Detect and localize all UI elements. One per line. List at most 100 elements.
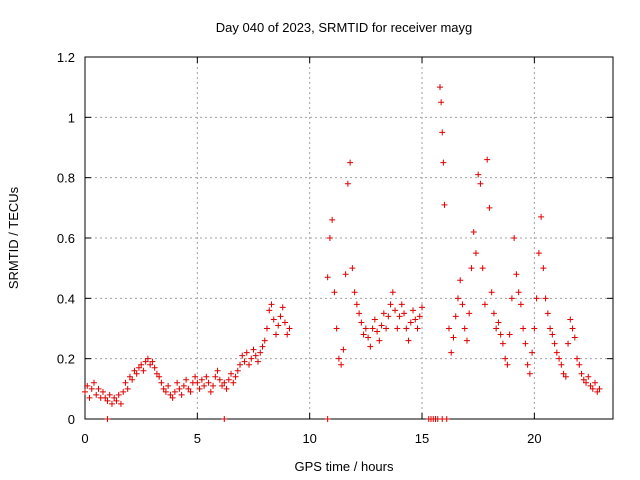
data-point bbox=[594, 388, 601, 395]
data-point-zero bbox=[443, 416, 450, 422]
data-point bbox=[344, 180, 351, 187]
data-point bbox=[212, 373, 219, 380]
data-point bbox=[187, 388, 194, 395]
data-point bbox=[461, 325, 468, 332]
data-point bbox=[219, 382, 226, 389]
data-point bbox=[544, 310, 551, 317]
data-point bbox=[477, 180, 484, 187]
data-point bbox=[259, 343, 266, 350]
data-point bbox=[585, 373, 592, 380]
data-point bbox=[484, 156, 491, 163]
data-point bbox=[174, 379, 181, 386]
data-point bbox=[529, 349, 536, 356]
data-point bbox=[531, 325, 538, 332]
data-point bbox=[587, 382, 594, 389]
data-point bbox=[232, 373, 239, 380]
data-point-zero bbox=[104, 416, 111, 422]
data-point bbox=[385, 313, 392, 320]
data-point bbox=[358, 319, 365, 326]
data-point bbox=[438, 99, 445, 106]
data-point bbox=[104, 397, 111, 404]
data-point bbox=[185, 385, 192, 392]
data-point bbox=[165, 382, 172, 389]
data-point bbox=[441, 201, 448, 208]
data-point bbox=[126, 373, 133, 380]
data-point bbox=[230, 379, 237, 386]
data-point bbox=[158, 379, 165, 386]
data-point bbox=[394, 325, 401, 332]
data-point bbox=[576, 361, 583, 368]
data-point bbox=[117, 400, 124, 407]
data-point bbox=[522, 340, 529, 347]
data-point bbox=[86, 394, 93, 401]
data-point bbox=[440, 159, 447, 166]
data-point bbox=[583, 379, 590, 386]
data-point bbox=[398, 301, 405, 308]
data-point bbox=[407, 319, 414, 326]
data-point bbox=[589, 385, 596, 392]
data-point bbox=[511, 235, 518, 241]
data-point bbox=[401, 310, 408, 317]
data-point bbox=[513, 271, 520, 278]
data-point bbox=[412, 316, 419, 323]
data-point bbox=[558, 361, 565, 368]
data-point bbox=[111, 394, 118, 401]
data-point bbox=[243, 349, 250, 356]
data-point bbox=[108, 400, 115, 407]
data-point bbox=[565, 340, 572, 347]
data-point bbox=[153, 370, 160, 377]
data-point bbox=[410, 307, 417, 314]
data-point bbox=[241, 358, 248, 365]
data-point bbox=[286, 325, 293, 332]
data-point bbox=[88, 385, 95, 392]
data-point bbox=[99, 388, 106, 395]
y-axis-label: SRMTID / TECUs bbox=[6, 186, 21, 289]
data-point bbox=[131, 367, 138, 374]
data-point bbox=[515, 289, 522, 296]
data-point bbox=[353, 301, 360, 308]
data-point bbox=[223, 385, 230, 392]
data-point bbox=[196, 385, 203, 392]
data-point bbox=[135, 364, 142, 371]
chart-title: Day 040 of 2023, SRMTID for receiver may… bbox=[216, 20, 473, 35]
data-point bbox=[347, 159, 354, 166]
data-point bbox=[151, 364, 158, 371]
x-tick-label: 15 bbox=[415, 431, 429, 446]
data-point bbox=[414, 325, 421, 332]
data-point bbox=[535, 250, 542, 257]
data-point bbox=[169, 394, 176, 401]
data-point bbox=[106, 391, 113, 398]
data-point bbox=[192, 373, 199, 380]
y-tick-label: 0 bbox=[68, 412, 75, 427]
grid-lines bbox=[85, 57, 613, 419]
data-point bbox=[367, 343, 374, 350]
data-point bbox=[495, 319, 502, 326]
data-point bbox=[547, 325, 554, 332]
data-point bbox=[183, 376, 190, 383]
data-point bbox=[82, 388, 88, 395]
data-point bbox=[540, 265, 547, 272]
y-tick-label: 0.6 bbox=[57, 231, 75, 246]
data-point bbox=[160, 385, 167, 392]
data-point bbox=[133, 370, 140, 377]
y-tick-label: 0.8 bbox=[57, 171, 75, 186]
data-point bbox=[567, 316, 574, 323]
data-point bbox=[248, 355, 255, 362]
data-point bbox=[263, 325, 270, 332]
data-point bbox=[502, 355, 509, 362]
data-point bbox=[362, 325, 369, 332]
data-point bbox=[156, 373, 163, 380]
y-tick-label: 1 bbox=[68, 110, 75, 125]
data-point bbox=[549, 331, 556, 338]
data-point bbox=[463, 337, 470, 344]
data-point bbox=[201, 382, 208, 389]
data-points bbox=[82, 84, 603, 422]
data-point bbox=[176, 385, 183, 392]
data-point bbox=[228, 370, 235, 377]
data-point bbox=[553, 349, 560, 356]
data-point bbox=[257, 349, 264, 356]
data-point bbox=[445, 325, 452, 332]
data-point-zero bbox=[221, 416, 228, 422]
data-point bbox=[436, 84, 443, 91]
x-tick-label: 20 bbox=[527, 431, 541, 446]
